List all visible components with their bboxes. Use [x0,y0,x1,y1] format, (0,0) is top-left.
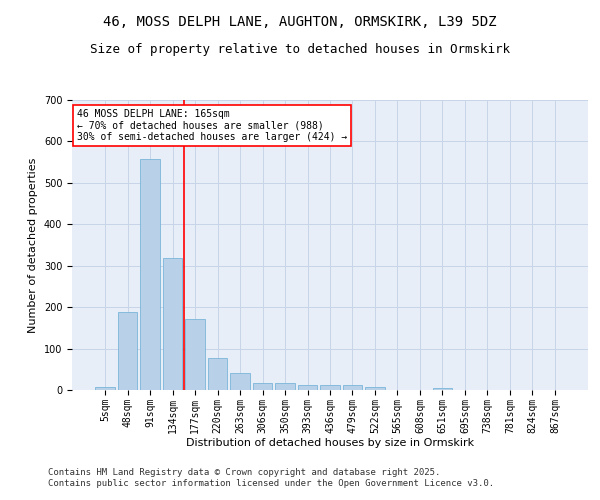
Text: 46, MOSS DELPH LANE, AUGHTON, ORMSKIRK, L39 5DZ: 46, MOSS DELPH LANE, AUGHTON, ORMSKIRK, … [103,15,497,29]
Bar [140,159,160,390]
Bar [275,384,295,390]
Y-axis label: Number of detached properties: Number of detached properties [28,158,38,332]
Bar [163,258,182,390]
Bar [118,312,137,390]
Bar [343,385,362,390]
Bar [365,386,385,390]
Bar [95,386,115,390]
Text: 46 MOSS DELPH LANE: 165sqm
← 70% of detached houses are smaller (988)
30% of sem: 46 MOSS DELPH LANE: 165sqm ← 70% of deta… [77,108,347,142]
X-axis label: Distribution of detached houses by size in Ormskirk: Distribution of detached houses by size … [186,438,474,448]
Bar [433,388,452,390]
Bar [253,384,272,390]
Bar [185,318,205,390]
Bar [320,385,340,390]
Text: Contains HM Land Registry data © Crown copyright and database right 2025.
Contai: Contains HM Land Registry data © Crown c… [48,468,494,487]
Bar [208,358,227,390]
Bar [298,385,317,390]
Text: Size of property relative to detached houses in Ormskirk: Size of property relative to detached ho… [90,42,510,56]
Bar [230,374,250,390]
